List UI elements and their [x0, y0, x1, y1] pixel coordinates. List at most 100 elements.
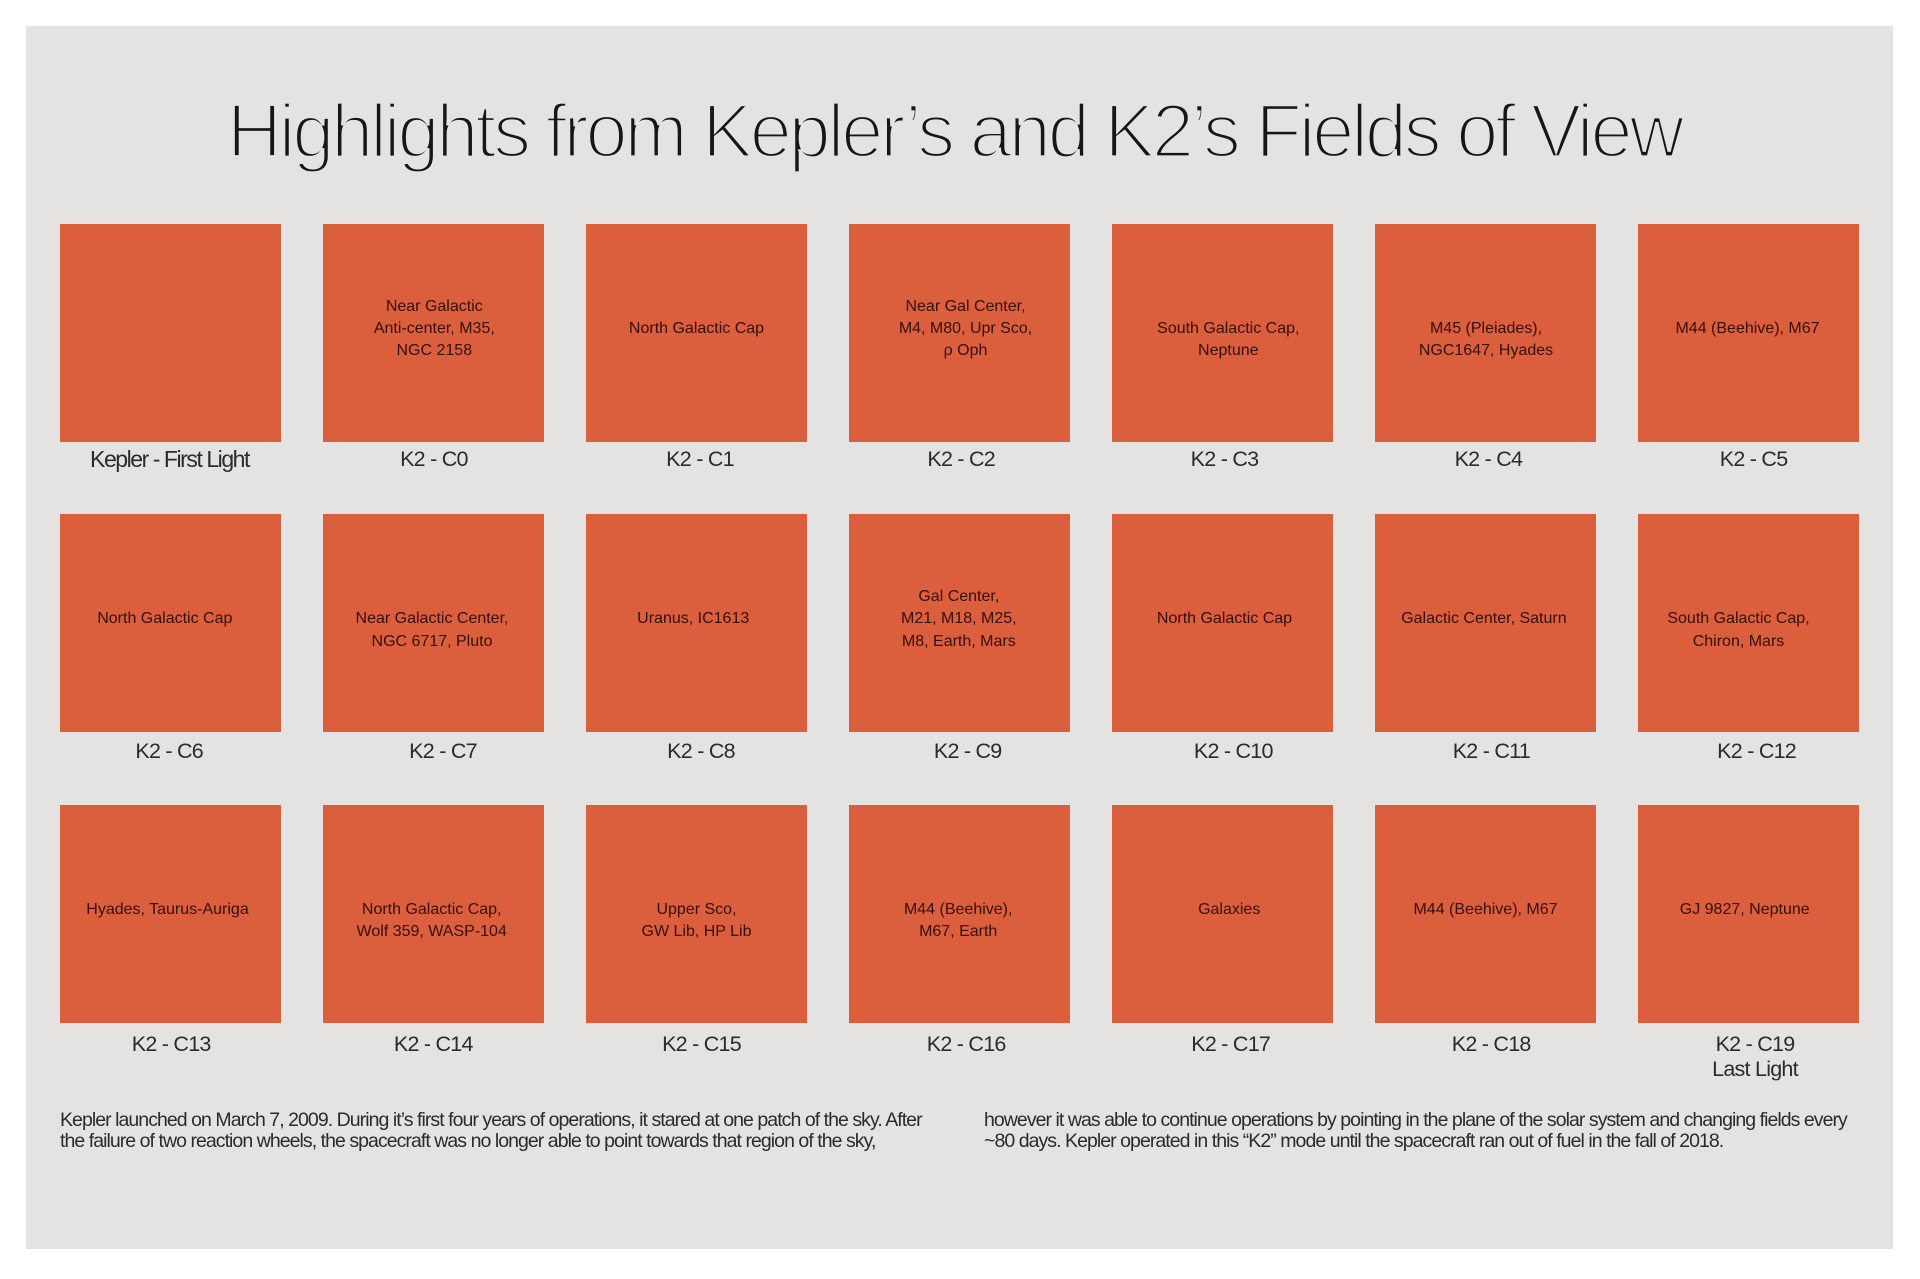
field-cell: Galaxies K2 - C17: [1112, 804, 1333, 1056]
field-caption-line: K2 - C10: [1193, 739, 1274, 764]
field-square-text-line: Galactic Center, Saturn: [1401, 610, 1567, 628]
field-caption-line: K2 - C18: [1451, 1031, 1532, 1056]
field-square-text: GJ 9827, Neptune: [1634, 899, 1855, 921]
field-caption-line: K2 - C0: [400, 447, 468, 471]
field-square-text-line: North Galactic Cap: [97, 610, 233, 628]
field-square: [323, 514, 544, 732]
field-square-text: M45 (Pleiades), NGC1647, Hyades: [1376, 318, 1597, 363]
page-title: Highlights from Kepler’s and K2’s Fields…: [225, 89, 1685, 174]
field-caption-line: K2 - C12: [1717, 739, 1797, 764]
field-square-text-line: NGC1647, Hyades: [1418, 342, 1554, 360]
field-square: [1375, 223, 1596, 442]
field-square-text-line: Neptune: [1198, 342, 1259, 360]
field-square-text: Near Galactic Center, NGC 6717, Pluto: [322, 608, 543, 653]
field-square: [1638, 514, 1859, 732]
field-square: [60, 223, 281, 442]
field-caption: K2 - C17: [1099, 1032, 1362, 1058]
field-caption: K2 - C4: [1357, 447, 1620, 473]
field-caption: K2 - C7: [312, 739, 575, 765]
field-square-text: Hyades, Taurus-Auriga: [57, 899, 278, 921]
field-caption-line: K2 - C8: [667, 739, 735, 764]
field-caption-line: K2 - C9: [933, 739, 1002, 764]
field-caption-line: K2 - C4: [1454, 447, 1523, 471]
field-square-text-line: South Galactic Cap,: [1667, 610, 1810, 628]
field-square-text-line: Gal Center,: [918, 588, 1000, 606]
field-caption-line: K2 - C5: [1719, 447, 1788, 471]
field-square-text: Near Galactic Anti-center, M35, NGC 2158: [324, 296, 545, 363]
field-square-text-line: Chiron, Mars: [1692, 632, 1785, 650]
field-square-text-line: ρ Oph: [943, 342, 988, 360]
field-square-text: Uranus, IC1613: [583, 608, 804, 630]
field-square: [60, 514, 281, 732]
field-square-text-line: Galaxies: [1198, 900, 1261, 918]
field-square: [849, 514, 1070, 732]
field-caption-line: K2 - C17: [1191, 1031, 1271, 1056]
field-caption-line: K2 - C6: [135, 739, 204, 764]
field-caption-line: K2 - C3: [1190, 447, 1259, 471]
field-cell: Uranus, IC1613 K2 - C8: [583, 514, 807, 763]
field-square: [1375, 514, 1596, 732]
field-caption: K2 - C11: [1360, 739, 1623, 765]
field-square-text-line: GJ 9827, Neptune: [1679, 900, 1810, 918]
field-square: [849, 223, 1070, 442]
field-square: [586, 514, 807, 732]
field-square: [586, 804, 807, 1023]
field-caption: K2 - C15: [570, 1032, 833, 1058]
field-caption: K2 - C6: [38, 739, 301, 765]
field-caption: K2 - C0: [302, 447, 565, 473]
field-square-text: North Galactic Cap, Wolf 359, WASP-104: [321, 899, 542, 944]
field-caption-line: K2 - C14: [393, 1031, 474, 1056]
field-square-text: South Galactic Cap, Chiron, Mars: [1628, 608, 1849, 653]
field-caption-line: K2 - C2: [927, 447, 996, 471]
field-caption: K2 - C1: [569, 447, 832, 473]
footer-paragraph-left: Kepler launched on March 7, 2009. During…: [60, 1109, 923, 1152]
field-square-text-line: M4, M80, Upr Sco,: [898, 319, 1033, 337]
field-square-text: North Galactic Cap: [1114, 608, 1335, 630]
field-square-text: North Galactic Cap: [54, 608, 275, 630]
field-caption-line: K2 - C19: [1715, 1031, 1796, 1056]
field-square-text: Upper Sco, GW Lib, HP Lib: [586, 899, 807, 944]
field-cell: North Galactic Cap K2 - C10: [1112, 514, 1335, 763]
field-square-text-line: Uranus, IC1613: [637, 610, 750, 628]
field-square: [1112, 223, 1333, 442]
field-caption: K2 - C8: [570, 739, 833, 765]
field-square-text-line: South Galactic Cap,: [1157, 319, 1300, 337]
field-caption-line: K2 - C7: [409, 739, 477, 764]
field-square-text-line: M44 (Beehive), M67: [1675, 319, 1820, 337]
field-caption: K2 - C18: [1360, 1032, 1623, 1058]
footer-line: Kepler launched on March 7, 2009. During…: [60, 1109, 923, 1131]
field-square: [1638, 804, 1859, 1023]
field-caption: K2 - C10: [1102, 739, 1365, 765]
field-cell: M44 (Beehive), M67 K2 - C18: [1375, 804, 1596, 1056]
field-square-text-line: GW Lib, HP Lib: [641, 923, 752, 941]
field-cell: North Galactic Cap K2 - C1: [586, 223, 807, 471]
field-caption: K2 - C19 Last Light: [1624, 1032, 1887, 1083]
field-caption-line: K2 - C11: [1452, 739, 1531, 764]
field-caption: K2 - C5: [1622, 447, 1885, 473]
field-square-text: Galactic Center, Saturn: [1373, 608, 1594, 630]
field-cell: Gal Center, M21, M18, M25, M8, Earth, Mars…: [849, 514, 1070, 763]
field-caption: K2 - C13: [40, 1032, 303, 1058]
field-square-text-line: M44 (Beehive), M67: [1413, 900, 1558, 918]
field-square: [323, 804, 544, 1023]
field-cell: M44 (Beehive), M67, Earth K2 - C16: [848, 804, 1070, 1056]
field-caption-line: K2 - C1: [666, 447, 734, 471]
field-square-text-line: NGC 6717, Pluto: [371, 632, 493, 650]
field-square: [323, 223, 544, 442]
field-square: [1375, 804, 1596, 1023]
field-square: [1638, 223, 1859, 442]
field-cell: Upper Sco, GW Lib, HP Lib K2 - C15: [586, 804, 807, 1056]
field-caption: K2 - C14: [302, 1032, 565, 1058]
field-square-text-line: M44 (Beehive),: [903, 900, 1013, 918]
field-square-text-line: Anti-center, M35,: [373, 319, 495, 337]
field-square-text: Galaxies: [1119, 899, 1340, 921]
field-cell: South Galactic Cap, Chiron, Mars K2 - C12: [1638, 514, 1859, 763]
field-square-text: North Galactic Cap: [586, 318, 807, 340]
field-cell: North Galactic Cap K2 - C6: [60, 514, 281, 763]
field-square-text-line: Wolf 359, WASP-104: [356, 923, 507, 941]
field-square: [60, 804, 281, 1023]
field-caption: K2 - C3: [1093, 447, 1356, 473]
field-square-text-line: Hyades, Taurus-Auriga: [86, 900, 249, 918]
field-square-text: M44 (Beehive), M67, Earth: [848, 899, 1069, 944]
